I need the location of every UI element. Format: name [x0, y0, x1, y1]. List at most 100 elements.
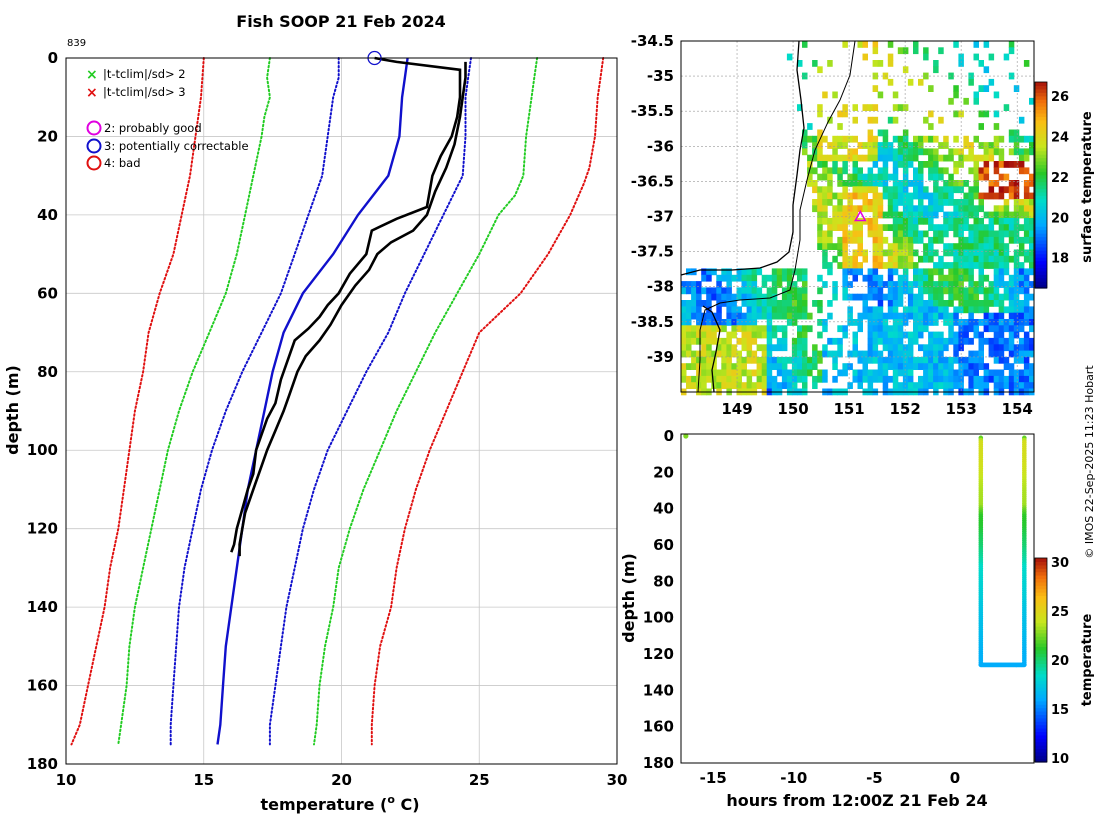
map-sst-cell — [701, 319, 707, 326]
map-sst-cell — [993, 255, 1000, 263]
map-sst-cell — [918, 293, 924, 301]
depth-time-colorbar-swatch — [1035, 646, 1047, 651]
profile-series-clim-2sd-high — [313, 57, 539, 746]
map-sst-cell — [827, 142, 833, 149]
map-sst-cell — [837, 350, 843, 358]
map-sst-cell — [892, 192, 899, 200]
map-sst-cell — [913, 293, 919, 301]
map-sst-cell — [867, 116, 874, 124]
map-sst-cell — [797, 293, 803, 301]
map-sst-cell — [887, 325, 894, 333]
map-sst-cell — [923, 243, 929, 250]
map-sst-cell — [907, 180, 914, 187]
map-sst-cell — [766, 287, 773, 295]
map-sst-cell — [983, 211, 990, 219]
profile-axes-frame — [65, 57, 618, 765]
map-sst-cell — [872, 255, 879, 263]
map-sst-cell — [781, 363, 788, 370]
map-sst-cell — [817, 287, 823, 295]
map-sst-cell — [771, 312, 778, 320]
profile-series-clim-sd-low — [169, 57, 340, 746]
map-sst-cell — [872, 192, 879, 200]
map-sst-cell — [973, 375, 979, 383]
map-sst-cell — [897, 319, 904, 326]
map-sst-cell — [913, 382, 919, 389]
map-sst-cell — [1008, 72, 1015, 80]
map-sst-cell — [857, 205, 863, 213]
map-sst-cell — [1013, 211, 1020, 219]
map-sst-cell — [1013, 249, 1020, 257]
map-sst-cell — [771, 325, 778, 333]
map-sst-cell — [852, 319, 858, 326]
map-sst-cell — [973, 382, 979, 389]
map-sst-cell — [837, 123, 843, 130]
map-sst-cell — [887, 41, 894, 48]
map-sst-cell — [892, 382, 899, 389]
map-sst-cell — [1013, 142, 1020, 149]
map-sst-cell — [842, 369, 848, 377]
map-sst-cell — [973, 281, 979, 288]
map-sst-cell — [756, 375, 763, 383]
map-sst-cell — [837, 180, 843, 187]
map-sst-cell — [1013, 369, 1020, 377]
map-sst-cell — [918, 78, 924, 86]
map-sst-cell — [1013, 356, 1020, 364]
profile-series-xbt-profile-b — [238, 61, 467, 557]
map-sst-cell — [842, 104, 848, 111]
map-sst-cell — [761, 325, 768, 333]
map-sst-cell — [943, 319, 949, 326]
map-sst-cell — [726, 356, 732, 364]
map-sst-cell — [892, 224, 899, 231]
map-sst-cell — [902, 331, 909, 339]
map-sst-cell — [867, 369, 874, 377]
map-sst-cell — [973, 369, 979, 377]
map-sst-cell — [802, 382, 808, 389]
map-sst-cell — [978, 287, 984, 295]
map-sst-cell — [1029, 211, 1035, 219]
map-sst-cell — [892, 344, 899, 352]
map-marker-triangle — [854, 209, 867, 222]
map-sst-cell — [928, 224, 934, 231]
map-sst-cell — [822, 199, 828, 206]
map-sst-cell — [827, 116, 833, 124]
map-sst-cell — [1023, 356, 1030, 364]
map-sst-cell — [807, 161, 813, 168]
map-sst-cell — [842, 161, 848, 168]
depth-time-colorbar-swatch — [1035, 578, 1047, 583]
map-sst-cell — [686, 337, 692, 345]
map-sst-cell — [852, 337, 858, 345]
map-colorbar-swatch — [1035, 147, 1047, 152]
map-sst-cell — [877, 356, 884, 364]
map-sst-cell — [993, 180, 1000, 187]
map-sst-cell — [897, 255, 904, 263]
map-sst-cell — [958, 148, 964, 156]
map-sst-cell — [887, 337, 894, 345]
map-sst-cell — [681, 350, 687, 358]
map-sst-cell — [958, 375, 964, 383]
map-sst-cell — [948, 173, 954, 181]
map-sst-cell — [1023, 217, 1030, 225]
map-colorbar-swatch — [1035, 119, 1047, 124]
map-sst-cell — [897, 249, 904, 257]
map-sst-cell — [867, 142, 874, 149]
map-sst-cell — [1029, 312, 1035, 320]
map-sst-cell — [771, 344, 778, 352]
map-sst-cell — [933, 230, 939, 238]
map-sst-cell — [776, 300, 783, 307]
map-sst-cell — [847, 293, 853, 301]
map-sst-cell — [1023, 293, 1030, 301]
map-sst-cell — [983, 287, 990, 295]
depth-time-colorbar-swatch — [1035, 653, 1047, 658]
map-sst-cell — [913, 337, 919, 345]
map-sst-cell — [918, 306, 924, 314]
map-sst-cell — [812, 60, 818, 67]
map-sst-cell — [1008, 369, 1015, 377]
map-sst-cell — [877, 192, 884, 200]
map-sst-cell — [943, 135, 949, 143]
map-sst-cell — [902, 186, 909, 194]
map-sst-cell — [802, 281, 808, 288]
map-sst-cell — [852, 369, 858, 377]
legend-q4: 4: bad — [86, 155, 141, 171]
depth-time-colorbar-swatch — [1035, 724, 1047, 729]
map-sst-cell — [907, 224, 914, 231]
